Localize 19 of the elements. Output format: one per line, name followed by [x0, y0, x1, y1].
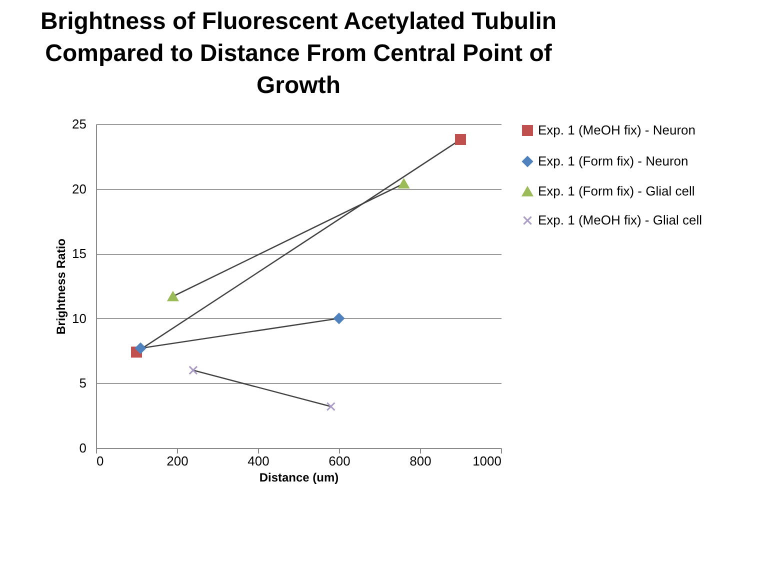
legend-label: Exp. 1 (MeOH fix) - Neuron	[538, 122, 696, 138]
x-tick-label: 600	[328, 454, 350, 468]
y-tick-label: 10	[72, 310, 86, 326]
legend-label: Exp. 1 (Form fix) - Neuron	[538, 154, 688, 168]
y-tick-label: 25	[72, 116, 86, 132]
y-tick-label: 15	[72, 246, 86, 262]
y-tick-label: 0	[79, 440, 86, 456]
y-tick-label: 5	[79, 376, 86, 391]
x-tick-label: 800	[410, 454, 432, 468]
x-tick-label: 200	[166, 454, 188, 468]
x-tick-label: 1000	[472, 454, 502, 468]
legend-label: Exp. 1 (MeOH fix) - Glial cell	[538, 212, 702, 228]
y-axis-title: Brightness Ratio	[54, 238, 68, 335]
x-tick-label: 400	[248, 454, 270, 468]
x-axis-title: Distance (um)	[259, 470, 339, 484]
legend-label: Exp. 1 (Form fix) - Glial cell	[538, 184, 695, 198]
chart-title: Brightness of Fluorescent Acetylated Tubulin Compared to Distance From Central Point of Growth	[40, 8, 557, 99]
y-tick-label: 20	[72, 181, 86, 196]
x-tick-label: 0	[96, 454, 104, 468]
